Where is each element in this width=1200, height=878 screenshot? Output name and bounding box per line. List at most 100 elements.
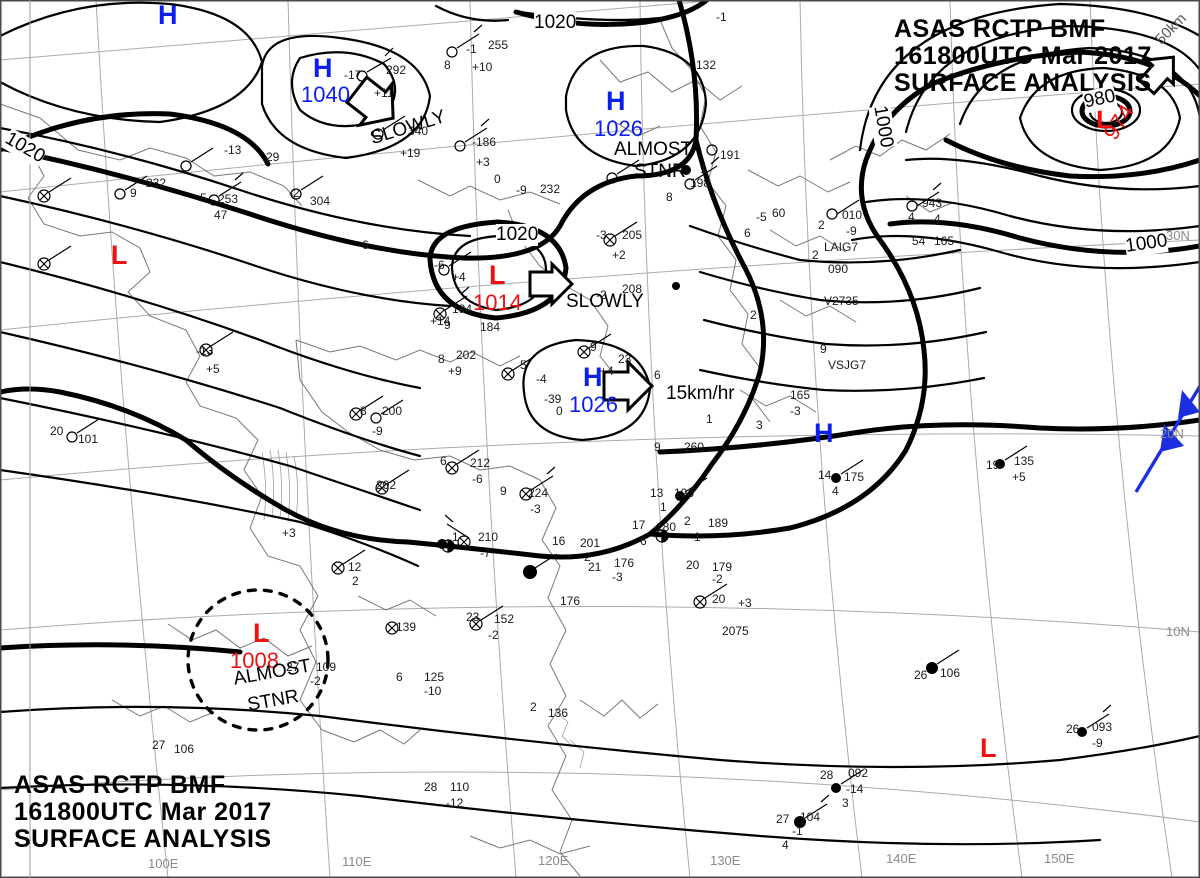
- station-label: 8: [666, 190, 673, 204]
- station-label: 191: [720, 148, 741, 162]
- header-title-block: ASAS RCTP BMF 161800UTC Mar 2017 SURFACE…: [894, 16, 1152, 97]
- pressure-marker-h-topleft: H: [158, 0, 178, 30]
- station-label: 9: [820, 342, 827, 356]
- station-label: 201: [580, 536, 601, 550]
- station-label: 27: [152, 738, 166, 752]
- station-label: +2: [612, 248, 626, 262]
- station-label: 2: [818, 218, 825, 232]
- station-label: 9: [130, 186, 137, 200]
- station-label: 180: [656, 520, 677, 534]
- station-label: 9: [444, 318, 451, 332]
- station-label: 0: [494, 172, 501, 186]
- station-label: 9: [654, 440, 661, 454]
- station-label: +5: [1012, 470, 1026, 484]
- footer-line-3: SURFACE ANALYSIS: [14, 825, 272, 853]
- meridian-lines: [95, 0, 1173, 878]
- station-label: 2: [750, 308, 757, 322]
- station-label: 29: [266, 150, 280, 164]
- station-label: 1: [660, 500, 667, 514]
- station-label: 2: [812, 248, 819, 262]
- longitude-label-110e: 110E: [342, 854, 372, 869]
- station-label: 224: [528, 486, 549, 500]
- station-label: 2075: [722, 624, 749, 638]
- station-label: 1: [694, 530, 701, 544]
- station-label: 8: [438, 352, 445, 366]
- station-label: -13: [224, 143, 242, 157]
- station-label: 13: [650, 486, 664, 500]
- station-label: 5: [520, 358, 527, 372]
- station-label: 200: [382, 404, 403, 418]
- motion-arrows: [344, 55, 1175, 414]
- station-label: 193: [674, 486, 695, 500]
- station-label: 3: [842, 796, 849, 810]
- station-label: 090: [828, 262, 849, 276]
- station-label: VSJG7: [828, 358, 867, 372]
- station-label: 2: [684, 514, 691, 528]
- pressure-marker-l-southeast: L: [980, 733, 997, 763]
- station-label: 6: [744, 226, 751, 240]
- station-label: 205: [622, 228, 643, 242]
- station-label: -9: [372, 424, 383, 438]
- pressure-center-l-1014-symbol: L: [489, 260, 506, 290]
- station-label: 175: [844, 470, 865, 484]
- station-label: 165: [790, 388, 811, 402]
- longitude-label-130e: 130E: [710, 853, 741, 868]
- station-label: 3: [756, 418, 763, 432]
- station-label: 176: [560, 594, 581, 608]
- station-label: 179: [712, 560, 733, 574]
- station-label: 109: [316, 660, 337, 674]
- isobars-thin: [0, 1, 1200, 846]
- tropical-low-dashed-circle: [186, 588, 330, 732]
- station-label: 28: [424, 780, 438, 794]
- station-label: -2: [712, 572, 723, 586]
- motion-annotation-h1026s: 15km/hr: [666, 383, 735, 404]
- isobar-label-1020-central: 1020: [496, 224, 539, 246]
- pressure-center-l-1008-symbol: L: [253, 618, 270, 648]
- pressure-center-h-1026-south-symbol: H: [583, 362, 603, 392]
- station-label: +11: [374, 86, 394, 100]
- station-label: 12: [348, 560, 362, 574]
- station-label: +9: [448, 364, 462, 378]
- pressure-center-h-1040-symbol: H: [313, 53, 333, 83]
- station-label: -7: [480, 546, 491, 560]
- motion-arrow-scale: [1137, 55, 1175, 96]
- station-label: 208: [622, 282, 643, 296]
- station-label: -2: [488, 628, 499, 642]
- station-label: 1: [700, 162, 707, 176]
- pressure-center-h-1026-north-value: 1026: [594, 116, 643, 141]
- latitude-label-20n: 20N: [1160, 426, 1184, 441]
- cold-front-line: [1134, 385, 1200, 493]
- station-label: -12: [446, 796, 464, 810]
- station-label: 60: [772, 206, 786, 220]
- station-label: +3: [282, 526, 296, 540]
- station-label: -17: [344, 68, 362, 82]
- station-label: 253: [218, 192, 239, 206]
- station-label: 106: [174, 742, 195, 756]
- station-label: 135: [1014, 454, 1035, 468]
- pressure-center-l-1014-value: 1014: [473, 290, 522, 315]
- station-label: 176: [614, 556, 635, 570]
- longitude-label-140e: 140E: [886, 851, 917, 866]
- station-label: 23: [618, 352, 632, 366]
- station-label: 6: [440, 454, 447, 468]
- station-label: -14: [846, 782, 864, 796]
- station-label: 4: [908, 210, 915, 224]
- station-label: 54: [912, 234, 926, 248]
- station-label: -1: [716, 10, 727, 24]
- station-label: 125: [424, 670, 445, 684]
- pressure-center-l-974-symbol: L: [1096, 104, 1113, 134]
- station-label: 943: [922, 196, 943, 210]
- motion-annotation-l1014: SLOWLY: [566, 291, 644, 312]
- station-label: 260: [684, 440, 705, 454]
- station-label: 47: [214, 208, 228, 222]
- station-label: 2: [352, 574, 359, 588]
- station-label: 136: [548, 706, 569, 720]
- station-label: 184: [480, 320, 501, 334]
- station-label: +19: [400, 146, 421, 160]
- station-label: +5: [206, 362, 220, 376]
- station-label: 4: [832, 484, 839, 498]
- station-label: 23: [466, 610, 480, 624]
- station-label: 20: [50, 424, 64, 438]
- station-label: 27: [286, 660, 300, 674]
